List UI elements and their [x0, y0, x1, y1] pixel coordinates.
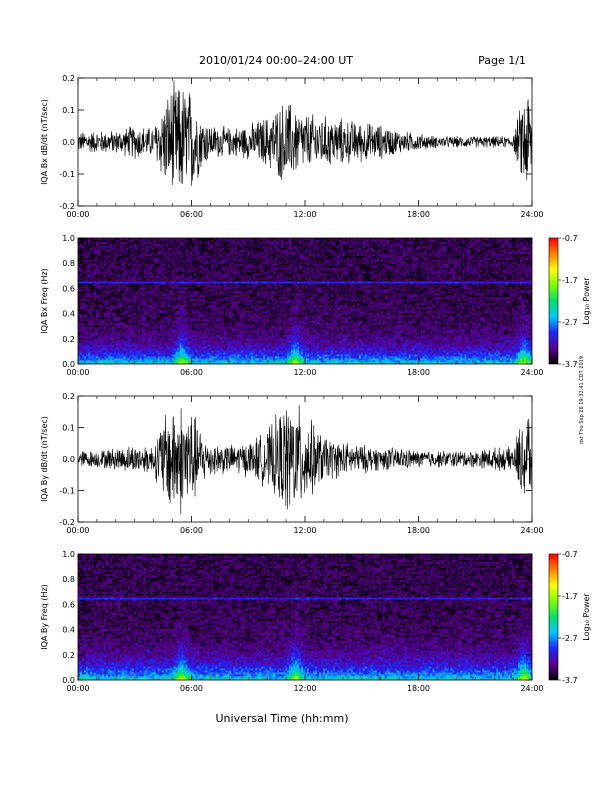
panel-1: 00:00 06:00 12:00 18:00 24:00 0.2 0.1 0.0 -0.1 -0…	[40, 74, 544, 219]
colorbar-label: Log₁₀ Power	[582, 593, 591, 641]
x-tick-label: 06:00	[180, 368, 203, 377]
colorbar-tick-label: -2.7	[562, 318, 578, 327]
x-tick-label: 00:00	[66, 368, 89, 377]
colorbar-tick-label: -0.7	[562, 234, 578, 243]
colorbar-label: Log₁₀ Power	[582, 277, 591, 325]
colorbar: -0.7 -1.7 -2.7 -3.7 Log₁₀ Power	[548, 550, 591, 685]
y-tick-label: -0.2	[59, 518, 75, 527]
y-tick-label: 0.6	[62, 284, 75, 293]
x-axis-label: Universal Time (hh:mm)	[216, 712, 349, 725]
x-tick-label: 12:00	[293, 210, 316, 219]
x-tick-label: 24:00	[520, 526, 543, 535]
y-tick-label: -0.1	[59, 487, 75, 496]
y-tick-label: 0.0	[62, 676, 75, 685]
panel-4: 00:00 06:00 12:00 18:00 24:00 1.0 0.8 0.6 0.4 0.2…	[40, 550, 544, 693]
y-tick-label: 0.2	[62, 651, 75, 660]
colorbar: -0.7 -1.7 -2.7 -3.7 Log₁₀ Power	[548, 234, 591, 369]
y-tick-label: 1.0	[62, 550, 75, 559]
y-tick-label: -0.1	[59, 170, 75, 179]
x-tick-label: 12:00	[293, 684, 316, 693]
page-number: Page 1/1	[478, 54, 526, 67]
colorbar-tick-label: -3.7	[562, 676, 578, 685]
x-tick-label: 18:00	[407, 210, 430, 219]
y-tick-label: 0.0	[62, 360, 75, 369]
x-tick-label: 06:00	[180, 684, 203, 693]
y-tick-label: 0.8	[62, 575, 75, 584]
series-trace	[78, 405, 532, 515]
y-axis-label: IQA By Freq (Hz)	[40, 584, 49, 650]
x-tick-label: 24:00	[520, 368, 543, 377]
y-tick-label: 0.1	[62, 106, 75, 115]
y-tick-label: 0.0	[62, 138, 75, 147]
y-tick-label: 1.0	[62, 234, 75, 243]
colorbar-tick-label: -2.7	[562, 634, 578, 643]
x-tick-label: 12:00	[293, 526, 316, 535]
y-tick-label: 0.2	[62, 335, 75, 344]
series-trace	[78, 80, 532, 186]
y-tick-label: 0.4	[62, 626, 75, 635]
x-tick-label: 06:00	[180, 210, 203, 219]
spectrogram	[78, 238, 532, 364]
x-tick-label: 24:00	[520, 684, 543, 693]
y-tick-label: 0.8	[62, 259, 75, 268]
colorbar-tick-label: -1.7	[562, 592, 578, 601]
colorbar-tick-label: -0.7	[562, 550, 578, 559]
x-tick-label: 18:00	[407, 684, 430, 693]
panel-2: 00:00 06:00 12:00 18:00 24:00 1.0 0.8 0.6 0.4 0.2…	[40, 234, 544, 377]
x-tick-label: 00:00	[66, 210, 89, 219]
y-tick-label: 0.2	[62, 392, 75, 401]
colorbar-gradient	[548, 553, 559, 681]
page-title: 2010/01/24 00:00–24:00 UT	[199, 54, 353, 67]
y-axis-label: IQA By dB/dt (nT/sec)	[40, 416, 49, 502]
creation-stamp: nst Thu Sep 26 19:32:41 CDT 2019	[579, 356, 585, 444]
y-tick-label: 0.1	[62, 424, 75, 433]
colorbar-tick-label: -3.7	[562, 360, 578, 369]
y-tick-label: 0.0	[62, 455, 75, 464]
colorbar-tick-label: -1.7	[562, 276, 578, 285]
x-tick-label: 00:00	[66, 526, 89, 535]
x-tick-label: 12:00	[293, 368, 316, 377]
x-tick-label: 18:00	[407, 368, 430, 377]
x-tick-label: 18:00	[407, 526, 430, 535]
y-axis-label: IQA Bx dB/dt (nT/sec)	[40, 99, 49, 185]
colorbar-gradient	[548, 237, 559, 365]
y-tick-label: -0.2	[59, 202, 75, 211]
x-tick-label: 00:00	[66, 684, 89, 693]
y-axis-label: IQA Bx Freq (Hz)	[40, 268, 49, 334]
panels: 00:00 06:00 12:00 18:00 24:00 0.2 0.1 0.0 -0.1 -0…	[40, 74, 544, 693]
x-tick-label: 24:00	[520, 210, 543, 219]
panel-3: 00:00 06:00 12:00 18:00 24:00 0.2 0.1 0.0 -0.1 -0…	[40, 392, 544, 535]
x-tick-label: 06:00	[180, 526, 203, 535]
spectrogram	[78, 554, 532, 680]
y-tick-label: 0.6	[62, 600, 75, 609]
y-tick-label: 0.4	[62, 310, 75, 319]
y-tick-label: 0.2	[62, 74, 75, 83]
